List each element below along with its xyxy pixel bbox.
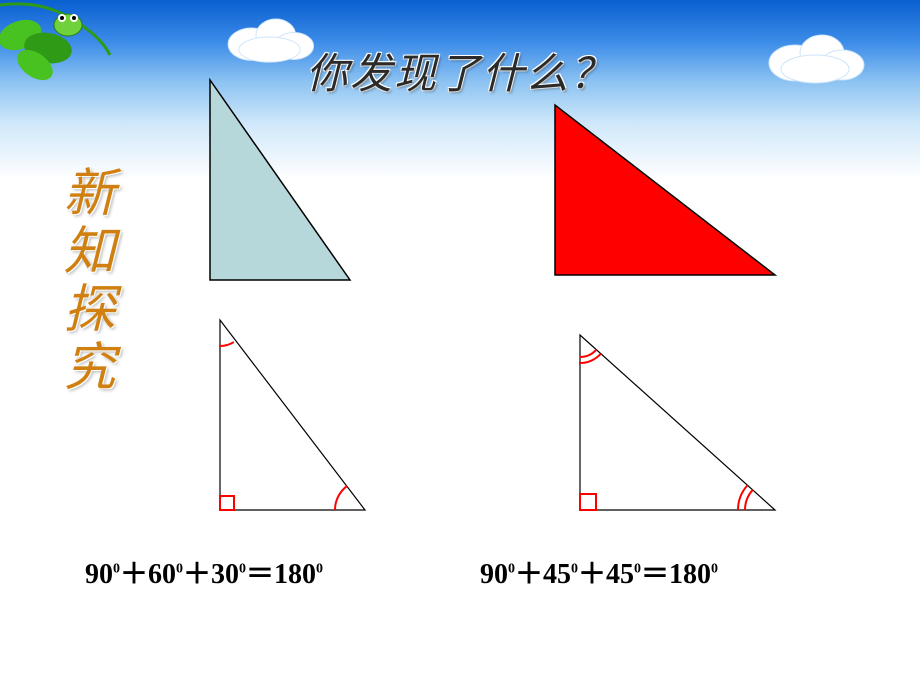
side-label: 新知探究 — [46, 165, 121, 397]
triangle-bottom_right — [555, 325, 785, 520]
equation-left: 900＋600＋300＝1800 — [85, 552, 323, 592]
slide: 你发现了什么？ 新知探究 900＋600＋300＝1800 900＋450＋45… — [0, 0, 920, 690]
triangle-top_left — [175, 75, 360, 285]
triangle-top_right — [540, 95, 790, 285]
triangle-bottom_left — [195, 310, 375, 520]
slide-title: 你发现了什么？ — [0, 40, 920, 101]
equation-right: 900＋450＋450＝1800 — [480, 552, 718, 592]
